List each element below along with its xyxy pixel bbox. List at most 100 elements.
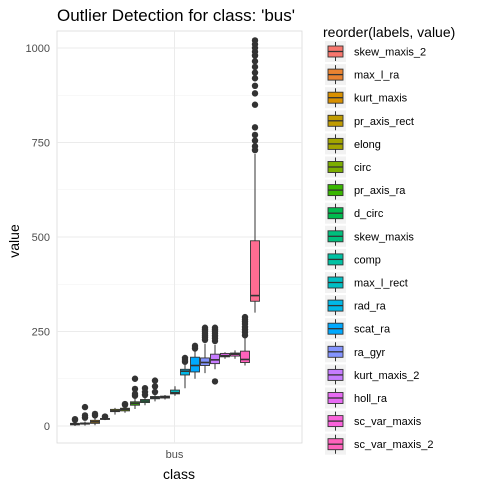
legend-label: max_l_rect xyxy=(354,278,408,290)
outlier-point xyxy=(81,403,89,411)
outlier-point xyxy=(131,390,139,398)
x-tick-label: bus xyxy=(166,449,184,461)
legend-item-kurt_maxis_2: kurt_maxis_2 xyxy=(325,364,419,386)
box-sc_var_maxis_2 xyxy=(240,313,250,366)
legend-item-comp: comp xyxy=(325,248,381,270)
legend-item-rad_ra: rad_ra xyxy=(325,295,387,317)
box-iqr xyxy=(210,353,220,365)
chart-title: Outlier Detection for class: 'bus' xyxy=(57,6,295,25)
outlier-point xyxy=(91,410,99,418)
legend-item-d_circ: d_circ xyxy=(325,202,384,224)
legend-label: d_circ xyxy=(354,208,384,220)
outlier-point xyxy=(211,378,219,385)
box-comp xyxy=(160,394,170,400)
x-axis-title: class xyxy=(163,466,195,482)
legend-item-max_l_ra: max_l_ra xyxy=(325,64,400,86)
outlier-point xyxy=(81,412,89,419)
box-max_l_ra xyxy=(80,403,90,426)
outlier-point xyxy=(251,90,259,97)
legend-label: sc_var_maxis xyxy=(354,416,422,428)
legend-label: elong xyxy=(354,139,381,151)
legend: skew_maxis_2 max_l_ra kurt_maxis pr_axis_re… xyxy=(325,41,433,455)
outlier-point xyxy=(181,354,189,362)
outlier-point xyxy=(251,131,259,139)
legend-item-ra_gyr: ra_gyr xyxy=(325,341,386,363)
box-iqr xyxy=(180,368,190,376)
box-ra_gyr xyxy=(200,324,210,374)
outlier-point xyxy=(251,101,259,108)
legend-label: skew_maxis_2 xyxy=(354,47,426,59)
box-elong xyxy=(110,407,120,415)
legend-label: kurt_maxis xyxy=(354,93,408,105)
legend-item-sc_var_maxis: sc_var_maxis xyxy=(325,410,422,432)
box-max_l_rect xyxy=(170,386,180,396)
outlier-point xyxy=(131,375,139,382)
outlier-point xyxy=(251,63,259,71)
legend-item-sc_var_maxis_2: sc_var_maxis_2 xyxy=(325,433,433,455)
box-skew_maxis_2 xyxy=(70,415,80,426)
legend-item-kurt_maxis: kurt_maxis xyxy=(325,87,408,109)
legend-label: pr_axis_rect xyxy=(354,116,414,128)
outlier-point xyxy=(251,69,259,76)
outlier-point xyxy=(251,75,259,82)
box-pr_axis_rect xyxy=(100,413,110,421)
legend-label: holl_ra xyxy=(354,393,388,405)
legend-label: circ xyxy=(354,162,372,174)
legend-label: scat_ra xyxy=(354,324,391,336)
legend-label: ra_gyr xyxy=(354,347,386,359)
y-tick-label: 250 xyxy=(32,326,50,338)
legend-item-circ: circ xyxy=(325,156,372,178)
legend-item-max_l_rect: max_l_rect xyxy=(325,272,408,293)
outlier-point xyxy=(251,124,259,131)
outlier-point xyxy=(151,377,159,384)
legend-label: kurt_maxis_2 xyxy=(354,370,419,382)
y-axis-title: value xyxy=(6,224,22,258)
box-circ xyxy=(120,400,130,413)
y-tick-labels: 0 250 500 750 1000 xyxy=(26,43,50,433)
y-tick-label: 0 xyxy=(44,421,50,433)
box-series-18 xyxy=(250,37,260,313)
box-kurt_maxis xyxy=(90,410,100,426)
box-rad_ra xyxy=(180,354,190,389)
y-tick-label: 750 xyxy=(32,138,50,150)
box-holl_ra xyxy=(220,352,230,359)
box-skew_maxis xyxy=(150,377,160,402)
plot-area xyxy=(56,30,303,444)
box-scat_ra xyxy=(190,342,200,379)
outlier-point xyxy=(251,143,259,150)
x-tick-labels: bus xyxy=(166,449,184,461)
box-iqr xyxy=(250,240,260,302)
outlier-point xyxy=(241,313,249,321)
outlier-point xyxy=(141,384,149,392)
legend-item-scat_ra: scat_ra xyxy=(325,318,391,340)
outlier-point xyxy=(191,342,199,350)
outlier-point xyxy=(71,415,79,423)
legend-label: pr_axis_ra xyxy=(354,185,406,197)
legend-item-skew_maxis: skew_maxis xyxy=(325,225,414,247)
y-tick-label: 500 xyxy=(32,232,50,244)
outlier-point xyxy=(251,82,259,90)
outlier-point xyxy=(151,383,159,390)
legend-item-skew_maxis_2: skew_maxis_2 xyxy=(325,41,426,62)
outlier-point xyxy=(101,413,109,420)
legend-item-holl_ra: holl_ra xyxy=(325,387,388,409)
legend-label: sc_var_maxis_2 xyxy=(354,439,433,451)
outlier-point xyxy=(151,388,159,396)
outlier-point xyxy=(251,37,259,44)
outlier-point xyxy=(131,385,139,393)
legend-label: rad_ra xyxy=(354,301,387,313)
box-iqr xyxy=(190,356,200,373)
outlier-point xyxy=(121,400,129,408)
box-iqr xyxy=(240,350,250,363)
box-pr_axis_ra xyxy=(130,375,140,409)
outlier-point xyxy=(251,58,259,65)
outlier-point xyxy=(251,137,259,144)
outlier-point xyxy=(211,324,219,331)
legend-label: comp xyxy=(354,254,381,266)
legend-item-elong: elong xyxy=(325,133,381,155)
y-tick-label: 1000 xyxy=(26,43,50,55)
box-sc_var_maxis xyxy=(230,350,240,359)
legend-item-pr_axis_rect: pr_axis_rect xyxy=(325,110,414,132)
legend-title: reorder(labels, value) xyxy=(323,24,455,40)
